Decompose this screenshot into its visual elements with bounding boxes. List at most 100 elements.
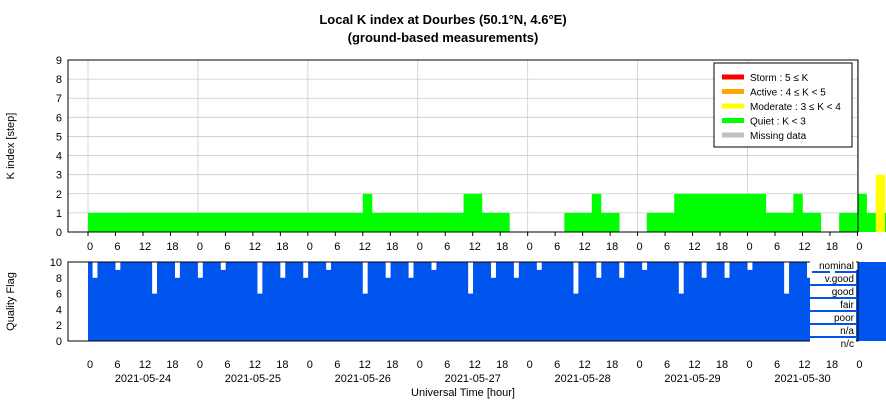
k-index-bar — [852, 212, 858, 232]
quality-drop — [92, 262, 98, 278]
chart-title: Local K index at Dourbes (50.1°N, 4.6°E) — [319, 12, 567, 27]
k-index-bar — [468, 193, 474, 232]
top-y-tick-label: 8 — [56, 74, 62, 86]
mid-x-tick-label: 18 — [496, 241, 508, 253]
k-index-bar — [500, 212, 506, 232]
k-index-bar — [765, 212, 771, 232]
k-index-bar — [463, 193, 469, 232]
k-index-bar — [317, 212, 322, 232]
bottom-x-tick-label: 18 — [606, 359, 618, 371]
k-index-bar — [284, 212, 290, 232]
quality-level-label: nominal — [819, 261, 854, 272]
k-index-bar — [486, 212, 492, 232]
k-index-bar — [504, 212, 510, 232]
k-index-bar — [239, 212, 245, 232]
k-index-bar — [399, 212, 405, 232]
k-index-bar — [175, 212, 180, 232]
k-index-bar — [788, 212, 794, 232]
k-index-bar — [110, 212, 116, 232]
bottom-y-tick-label: 6 — [56, 289, 62, 301]
quality-label-bg — [810, 299, 856, 310]
quality-drop — [573, 262, 579, 294]
k-index-bar — [596, 193, 602, 232]
k-index-bar — [289, 212, 295, 232]
mid-x-tick-label: 18 — [276, 241, 288, 253]
k-index-bar — [339, 212, 345, 232]
k-index-bar — [857, 193, 863, 232]
quality-label-bg — [810, 273, 856, 284]
quality-drop — [701, 262, 707, 278]
mid-x-tick-label: 18 — [826, 241, 838, 253]
k-index-bar — [871, 212, 877, 232]
bottom-x-tick-label: 6 — [444, 359, 450, 371]
bottom-x-tick-label: 6 — [334, 359, 340, 371]
k-index-bar — [202, 212, 208, 232]
k-index-bar — [362, 193, 368, 232]
k-index-bar — [884, 212, 886, 232]
bottom-x-tick-label: 0 — [417, 359, 423, 371]
k-index-bar — [477, 193, 483, 232]
k-index-bar — [353, 212, 359, 232]
k-index-bar — [262, 212, 267, 232]
bottom-x-tick-label: 18 — [166, 359, 178, 371]
k-index-bar — [193, 212, 199, 232]
quality-drop — [175, 262, 180, 278]
k-index-bar — [697, 193, 703, 232]
mid-x-tick-label: 6 — [774, 241, 780, 253]
k-index-bar — [129, 212, 135, 232]
k-index-bar — [660, 212, 666, 232]
k-index-bar — [472, 193, 478, 232]
mid-x-tick-label: 18 — [606, 241, 618, 253]
bottom-y-tick-label: 0 — [56, 336, 62, 348]
mid-x-tick-label: 18 — [386, 241, 398, 253]
k-index-bar — [88, 212, 93, 232]
quality-drop — [747, 262, 753, 270]
bottom-x-tick-label: 0 — [856, 359, 862, 371]
k-index-bar — [458, 212, 464, 232]
bottom-plot-border — [67, 261, 859, 342]
k-index-bar — [92, 212, 98, 232]
mid-x-tick-label: 0 — [637, 241, 643, 253]
mid-x-tick-label: 0 — [746, 241, 752, 253]
quality-drop — [724, 262, 730, 278]
k-index-bar — [436, 212, 441, 232]
k-index-bar — [349, 212, 354, 232]
mid-x-tick-label: 18 — [716, 241, 728, 253]
k-index-bar — [165, 212, 171, 232]
quality-drop — [220, 262, 226, 270]
k-index-bar — [275, 212, 281, 232]
mid-x-tick-label: 12 — [359, 241, 371, 253]
k-index-bar — [591, 193, 597, 232]
k-index-bar — [266, 212, 272, 232]
k-index-bar — [582, 212, 588, 232]
k-index-bar — [843, 212, 849, 232]
quality-level-label: poor — [834, 313, 855, 324]
bottom-x-tick-label: 0 — [527, 359, 533, 371]
mid-x-tick-label: 12 — [579, 241, 591, 253]
k-index-bar — [294, 212, 299, 232]
k-index-bar — [802, 212, 808, 232]
k-index-bar — [683, 193, 689, 232]
date-label: 2021-05-26 — [335, 373, 391, 385]
bottom-x-tick-label: 12 — [249, 359, 261, 371]
k-index-bar — [862, 193, 867, 232]
chart-subtitle: (ground-based measurements) — [347, 30, 539, 45]
bottom-x-tick-label: 12 — [469, 359, 481, 371]
top-plot-border — [67, 59, 859, 233]
quality-drop — [280, 262, 286, 278]
bottom-y-tick-label: 8 — [56, 273, 62, 285]
k-index-bar — [156, 212, 162, 232]
k-index-bar — [651, 212, 657, 232]
k-index-bar — [367, 193, 373, 232]
mid-x-tick-label: 0 — [197, 241, 203, 253]
k-index-bar — [120, 212, 125, 232]
bottom-x-tick-label: 6 — [114, 359, 120, 371]
k-index-bar — [738, 193, 744, 232]
quality-level-label: n/a — [840, 326, 854, 337]
quality-drop — [513, 262, 519, 278]
k-index-bar — [431, 212, 437, 232]
k-index-bar — [97, 212, 103, 232]
k-index-bar — [706, 193, 712, 232]
k-index-bar — [646, 212, 652, 232]
mid-x-tick-label: 12 — [688, 241, 700, 253]
